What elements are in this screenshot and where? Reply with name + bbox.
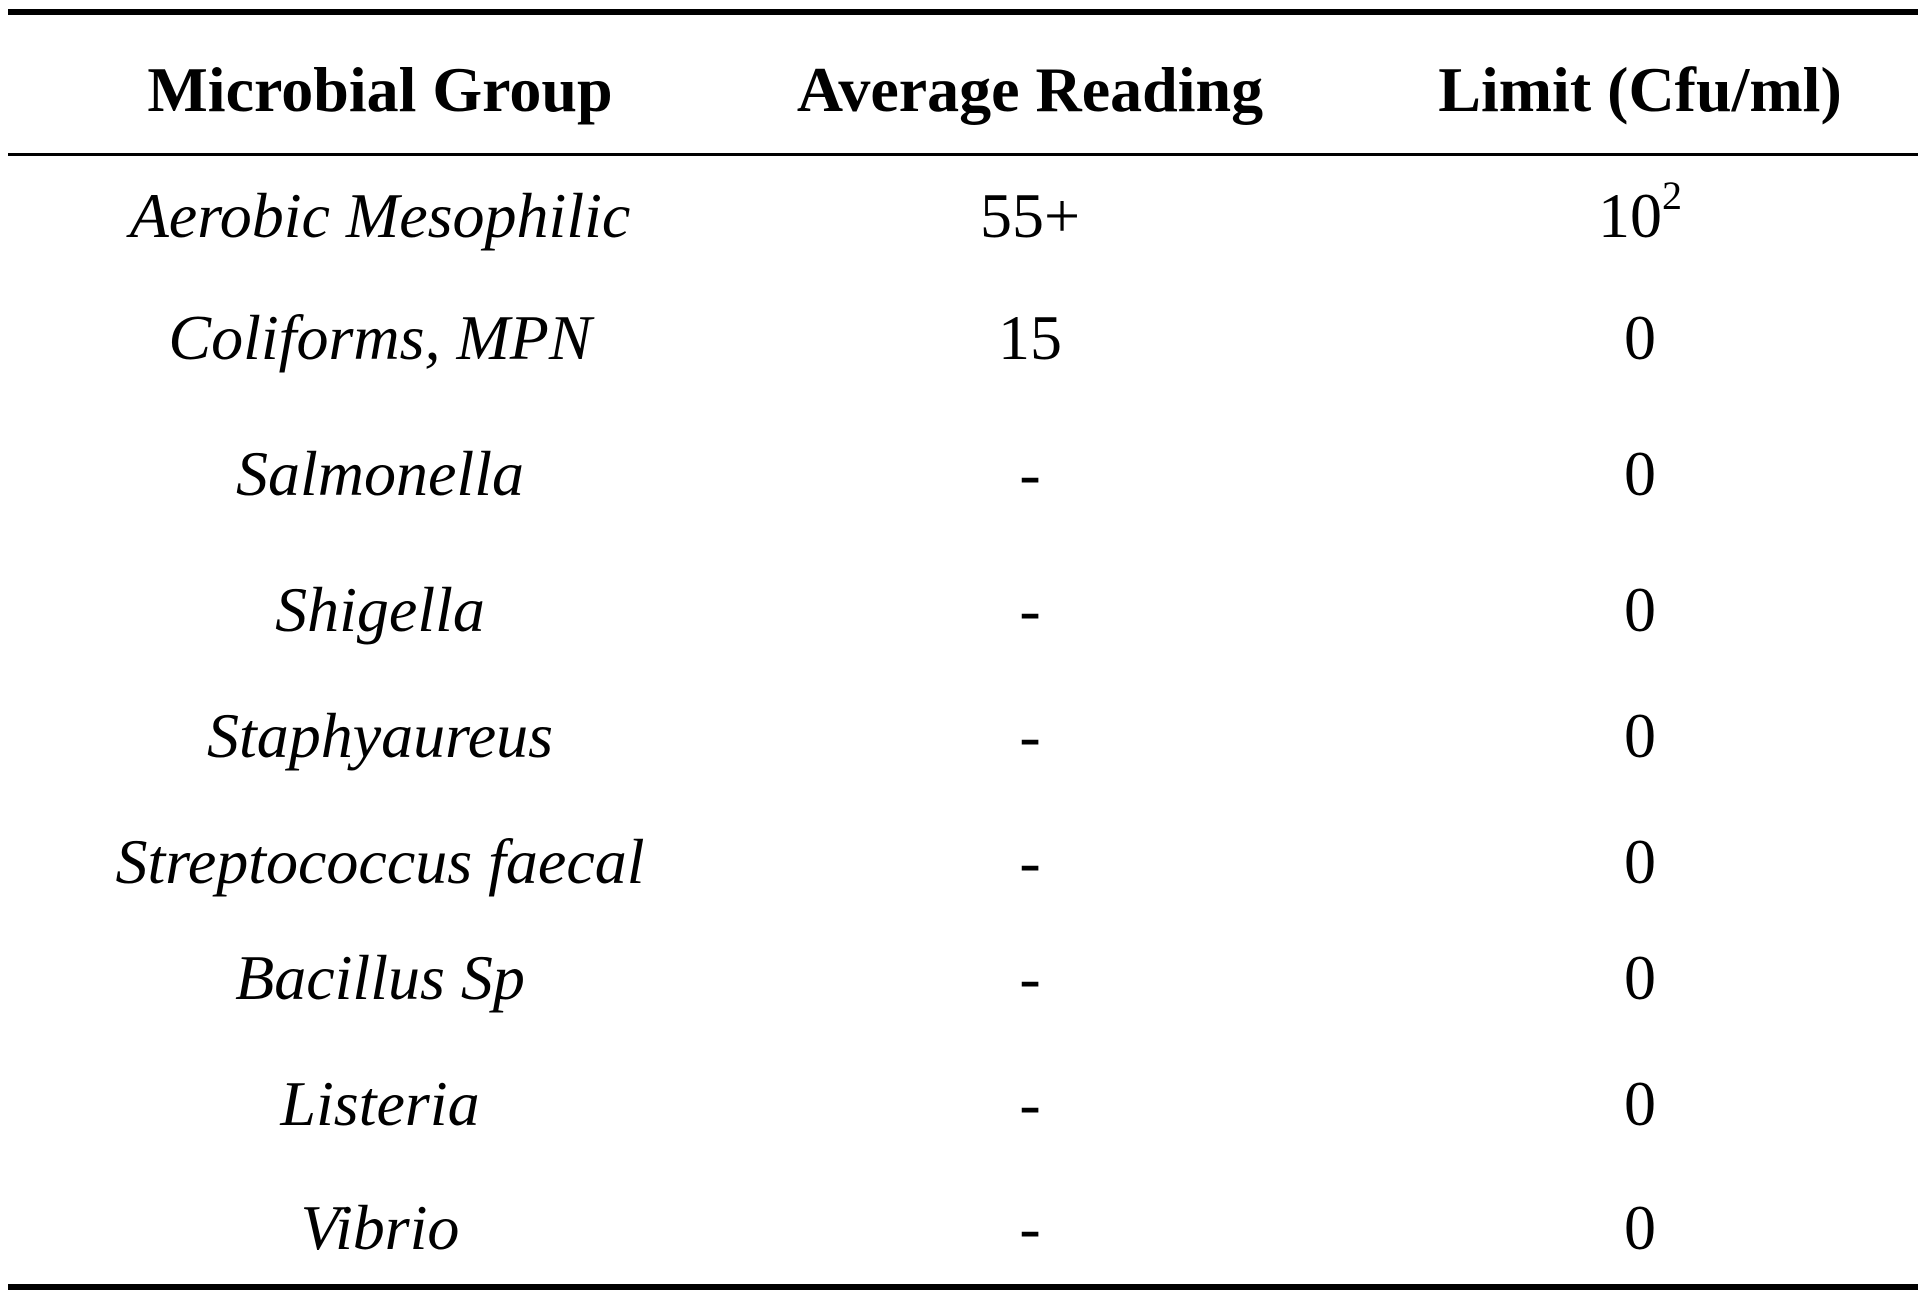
row-group: Vibrio xyxy=(300,1192,460,1263)
row-reading: 15 xyxy=(998,302,1062,373)
row-limit: 0 xyxy=(1624,942,1656,1013)
row-reading: - xyxy=(1019,826,1041,897)
row-group: Listeria xyxy=(280,1068,480,1139)
row-group: Aerobic Mesophilic xyxy=(129,180,631,251)
row-limit: 0 xyxy=(1624,1068,1656,1139)
row-group: Salmonella xyxy=(236,438,524,509)
row-group: Shigella xyxy=(275,574,485,645)
table-top-rule xyxy=(8,9,1918,15)
row-limit-base: 10 xyxy=(1598,180,1662,251)
row-reading: - xyxy=(1019,700,1041,771)
row-reading: - xyxy=(1019,574,1041,645)
row-group: Bacillus Sp xyxy=(235,942,525,1013)
row-limit: 0 xyxy=(1624,826,1656,897)
table-bottom-rule xyxy=(8,1284,1918,1290)
table-header-rule xyxy=(8,153,1918,156)
row-limit: 0 xyxy=(1624,1192,1656,1263)
header-average-reading: Average Reading xyxy=(796,54,1264,125)
row-group: Coliforms, MPN xyxy=(168,302,592,373)
row-group: Streptococcus faecal xyxy=(115,826,645,897)
row-reading: - xyxy=(1019,1192,1041,1263)
row-limit: 0 xyxy=(1624,302,1656,373)
row-reading: - xyxy=(1019,1068,1041,1139)
row-group: Staphyaureus xyxy=(206,700,554,771)
header-limit: Limit (Cfu/ml) xyxy=(1438,54,1842,125)
row-limit: 0 xyxy=(1624,574,1656,645)
row-limit-exponent: 2 xyxy=(1662,173,1682,218)
row-limit: 0 xyxy=(1624,700,1656,771)
header-microbial-group: Microbial Group xyxy=(147,54,613,125)
row-reading: - xyxy=(1019,438,1041,509)
row-reading: - xyxy=(1019,942,1041,1013)
row-limit: 102 xyxy=(1380,176,1900,248)
row-reading: 55+ xyxy=(979,180,1081,251)
row-limit: 0 xyxy=(1624,438,1656,509)
